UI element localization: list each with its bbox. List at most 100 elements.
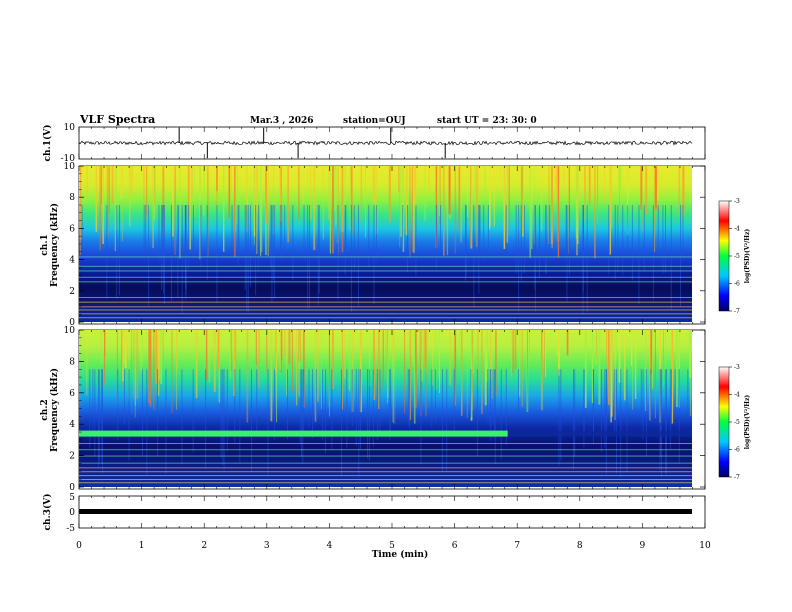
spectral-streak — [678, 166, 681, 217]
ch2-colorbar-tick-label: -4 — [734, 392, 740, 399]
spectral-gap — [560, 369, 562, 461]
spectral-streak — [650, 330, 653, 375]
spectral-streak — [349, 166, 351, 231]
spectral-streak — [584, 166, 586, 220]
spectral-streak — [246, 330, 249, 423]
spectral-streak — [424, 166, 426, 221]
spectral-streak — [322, 166, 324, 190]
spectral-streak — [332, 330, 334, 389]
spectral-streak — [472, 330, 474, 374]
spectral-gap — [616, 369, 617, 474]
spectral-gap — [665, 369, 667, 467]
time-tick-label: 2 — [201, 541, 207, 551]
ch2-colorbar-tick-label: -3 — [734, 364, 740, 371]
spectral-gap — [500, 369, 502, 460]
spectral-streak — [314, 330, 317, 422]
spectral-gap — [465, 205, 467, 277]
spectral-streak — [260, 166, 262, 256]
ch1-spectrogram-image — [79, 166, 692, 322]
spectral-streak — [122, 330, 124, 382]
spectral-streak — [162, 166, 165, 237]
spectral-gap — [267, 369, 269, 477]
spectral-streak — [470, 166, 472, 248]
spectral-gap — [309, 205, 310, 308]
spectral-streak — [104, 330, 105, 386]
spectral-streak — [424, 330, 426, 369]
spectral-streak — [474, 166, 476, 206]
spectral-streak — [133, 330, 135, 400]
spectral-streak — [394, 330, 396, 424]
spectral-gap — [368, 205, 370, 268]
spectral-streak — [529, 166, 531, 258]
spectral-streak — [101, 166, 102, 205]
spectral-streak — [477, 166, 480, 215]
ch1-colorbar-tick-label: -5 — [734, 253, 740, 260]
spectral-streak — [341, 166, 344, 253]
spectral-streak — [270, 330, 273, 422]
spectral-gap — [234, 369, 236, 444]
spectral-streak — [99, 166, 101, 251]
time-tick-label: 6 — [452, 541, 458, 551]
spectral-gap — [614, 205, 616, 280]
spectral-gap — [569, 205, 570, 276]
spectral-gap — [216, 205, 218, 303]
spectral-streak — [188, 166, 190, 202]
spectral-streak — [307, 166, 308, 224]
spectral-streak — [631, 330, 632, 366]
spectral-streak — [470, 166, 473, 249]
spectral-streak — [372, 166, 375, 203]
time-axis-ticks — [78, 127, 706, 528]
spectral-streak — [458, 330, 461, 355]
spectral-gap — [487, 205, 489, 259]
spectral-streak — [309, 166, 312, 220]
ch1-ytick-bottom: -10 — [61, 154, 76, 164]
spectral-gap — [284, 205, 286, 253]
spectral-gap — [671, 369, 672, 424]
spectral-gap — [638, 205, 640, 305]
spectral-streak — [329, 330, 330, 417]
spectral-gap — [415, 205, 417, 276]
spectral-streak — [606, 330, 607, 366]
spectral-gap — [81, 205, 83, 253]
spectral-streak — [341, 166, 344, 233]
spectral-streak — [477, 330, 479, 386]
spectral-streak — [387, 330, 388, 404]
spectral-streak — [195, 330, 198, 398]
spectral-streak — [671, 330, 674, 424]
spectral-gap — [379, 369, 381, 437]
spectral-streak — [171, 330, 173, 414]
spectral-streak — [199, 166, 201, 260]
spectral-streak — [387, 330, 389, 399]
ch1-colorbar-tick-label: -3 — [734, 198, 740, 205]
spectral-streak — [606, 330, 608, 355]
spectral-gap — [372, 369, 374, 447]
spectral-streak — [541, 166, 543, 231]
spectral-streak — [273, 166, 275, 234]
spectral-streak — [80, 166, 82, 241]
spectral-streak — [187, 166, 190, 219]
spectral-gap — [98, 369, 99, 468]
tone-line — [79, 301, 692, 303]
spectral-gap — [188, 205, 190, 270]
spectral-streak — [100, 330, 103, 365]
spectral-streak — [411, 166, 413, 253]
spectral-streak — [493, 166, 495, 227]
spectral-gap — [604, 369, 606, 448]
spectral-gap — [642, 369, 644, 439]
ch1-colorbar-gradient — [718, 200, 730, 312]
spectral-streak — [645, 330, 647, 412]
spectral-streak — [499, 166, 502, 191]
ch2-colorbar-label: log(PSD)(V²/Hz) — [744, 395, 751, 450]
spectral-gap — [222, 369, 224, 466]
spectral-streak — [189, 166, 191, 250]
spectral-gap — [157, 369, 159, 456]
spectral-streak — [541, 330, 543, 392]
spectral-streak — [663, 330, 664, 387]
spectral-streak — [179, 166, 181, 259]
spectral-gap — [355, 369, 357, 447]
spectral-gap — [431, 369, 433, 428]
spectral-streak — [136, 330, 139, 399]
spectral-streak — [246, 166, 248, 233]
spectral-streak — [234, 166, 236, 257]
ch1-colorbar: -3 -4 -5 -6 -7 log(PSD)(V²/Hz) — [718, 198, 751, 315]
